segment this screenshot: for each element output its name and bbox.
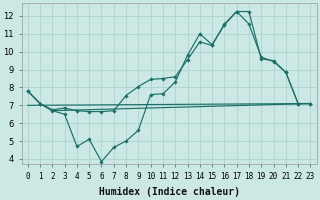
X-axis label: Humidex (Indice chaleur): Humidex (Indice chaleur) xyxy=(99,186,240,197)
